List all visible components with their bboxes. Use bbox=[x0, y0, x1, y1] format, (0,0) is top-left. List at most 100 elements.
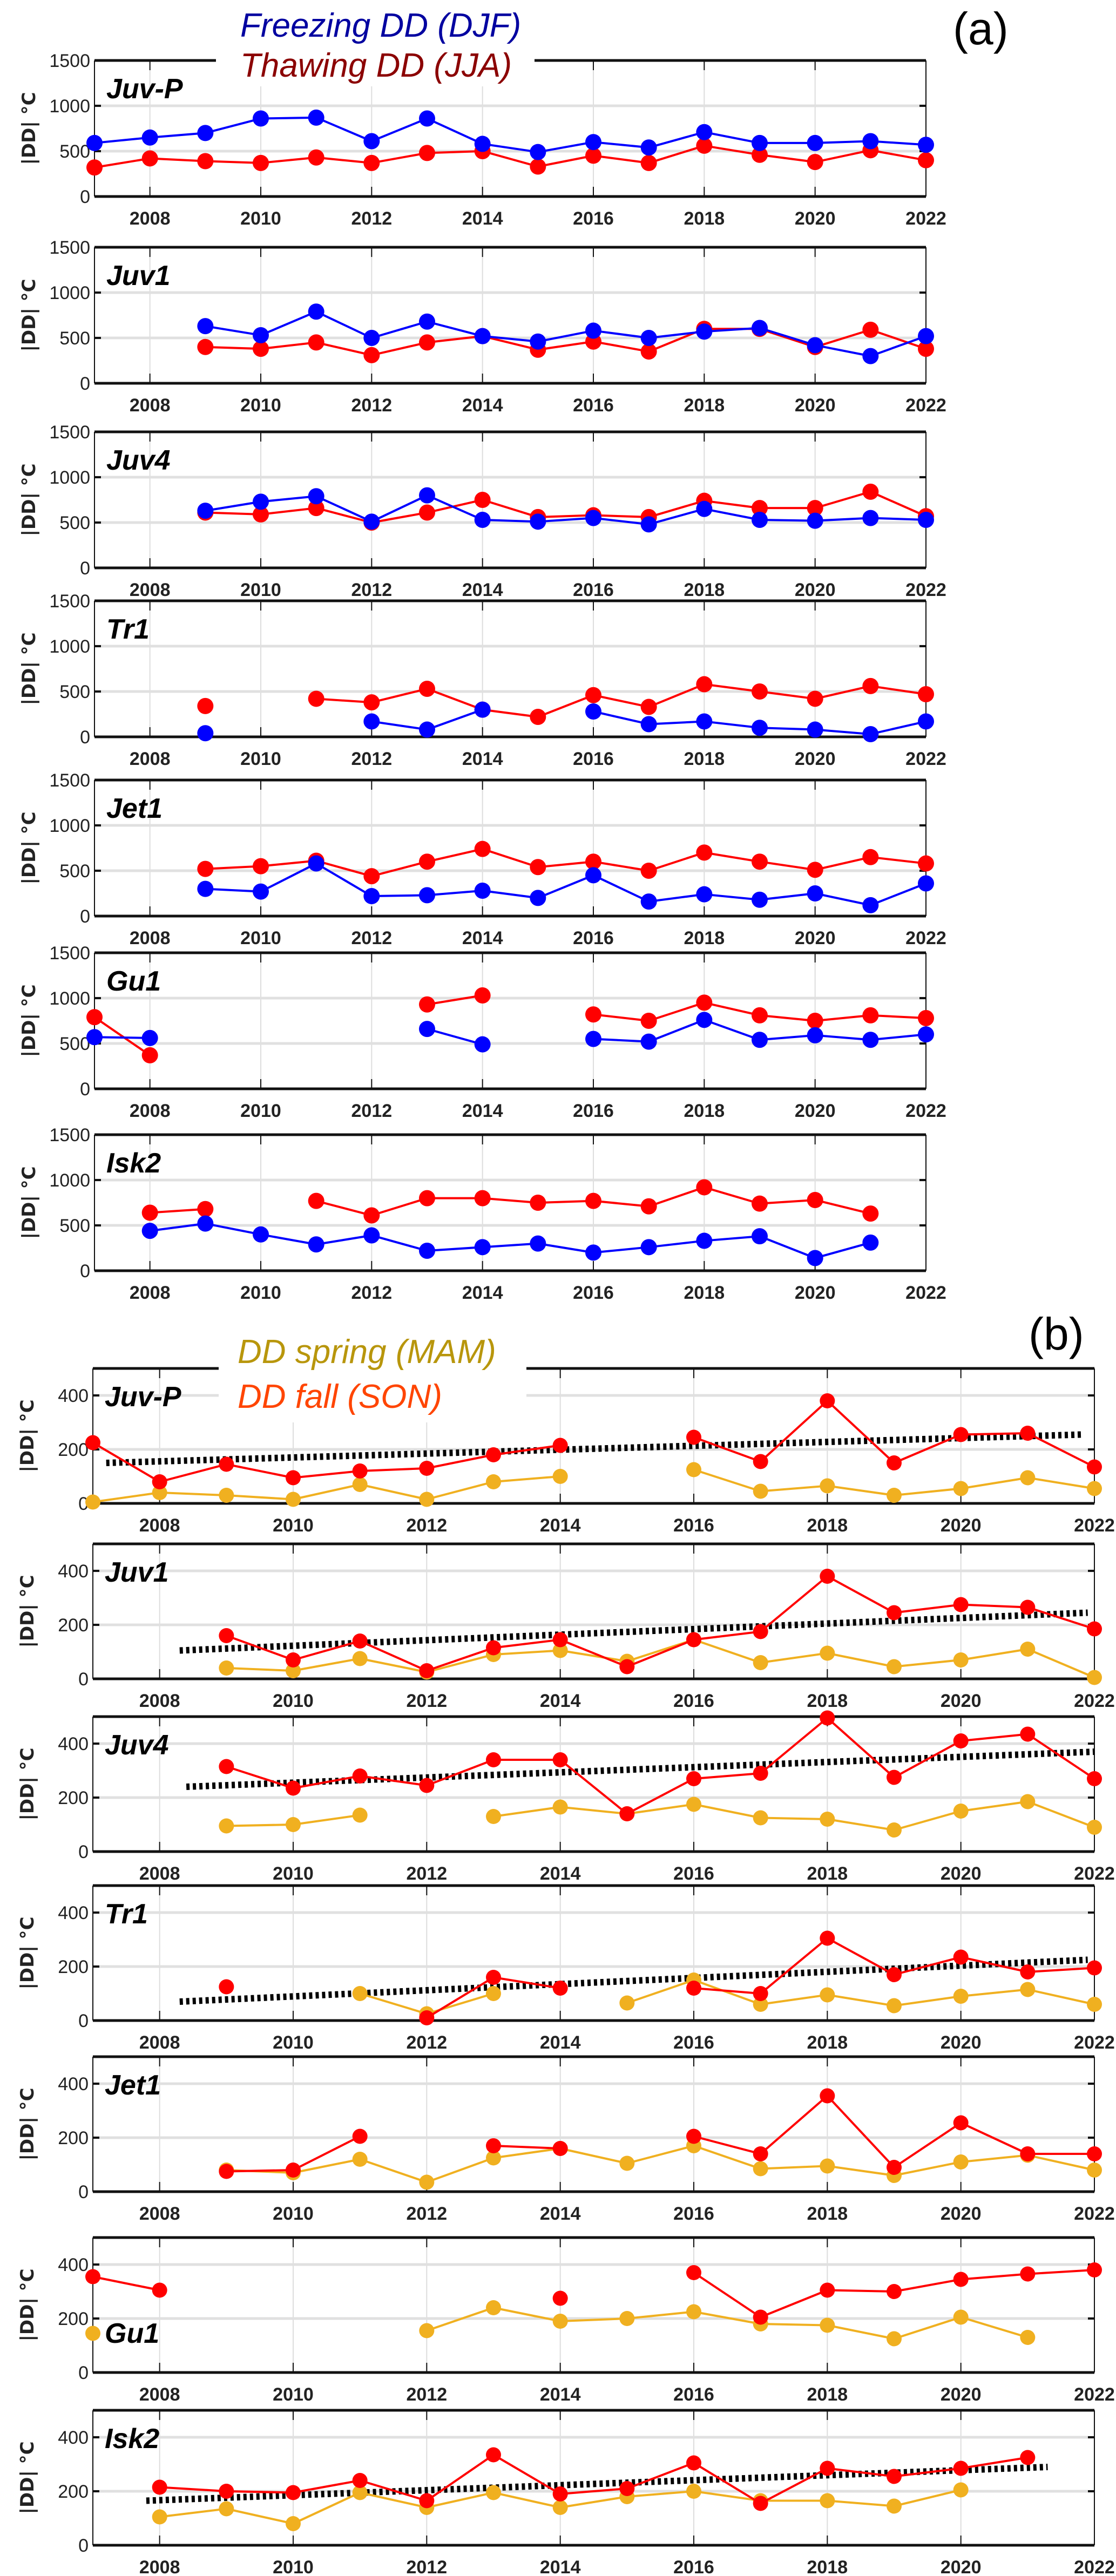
fall-point bbox=[953, 1733, 969, 1748]
spring-segment bbox=[360, 2491, 427, 2509]
x-tick-label: 2018 bbox=[684, 1283, 725, 1303]
spring-segment bbox=[426, 2491, 494, 2509]
freezing-point bbox=[752, 1228, 768, 1245]
thawing-point bbox=[253, 858, 269, 875]
freezing-segment bbox=[704, 131, 760, 144]
x-tick-label: 2012 bbox=[407, 2557, 448, 2576]
fall-segment bbox=[626, 1778, 694, 1815]
freezing-point bbox=[585, 510, 601, 526]
fall-point bbox=[820, 2088, 835, 2104]
y-axis-label: |DD| °C bbox=[17, 2087, 38, 2160]
freezing-point bbox=[918, 875, 934, 892]
freezing-point bbox=[807, 337, 823, 354]
freezing-segment bbox=[870, 335, 926, 357]
subplot-gu1: 2008 2010 2012 2014 2016 2018 2020 2022 0 200 400 |… bbox=[17, 2236, 1115, 2405]
x-tick-label: 2016 bbox=[573, 580, 614, 600]
spring-segment bbox=[1027, 1476, 1095, 1490]
subplot-juv1: 2008 2010 2012 2014 2016 2018 2020 2022 0 200 400 |… bbox=[17, 1542, 1115, 1711]
freezing-point bbox=[752, 891, 768, 908]
fall-point bbox=[552, 1752, 568, 1767]
x-tick-label: 2022 bbox=[1074, 2384, 1115, 2405]
spring-segment bbox=[426, 1653, 494, 1673]
spring-point bbox=[486, 1986, 501, 2001]
freezing-segment bbox=[315, 862, 373, 897]
freezing-point bbox=[585, 322, 601, 339]
x-tick-label: 2016 bbox=[573, 395, 614, 416]
fall-point bbox=[1087, 1960, 1102, 1976]
freezing-point bbox=[363, 330, 380, 346]
freezing-segment bbox=[482, 1242, 538, 1249]
fall-point bbox=[753, 2146, 768, 2161]
thawing-segment bbox=[593, 340, 650, 353]
fall-point bbox=[1020, 1964, 1036, 1980]
fall-segment bbox=[961, 2456, 1028, 2470]
thawing-segment bbox=[482, 1197, 538, 1204]
spring-point bbox=[1020, 1470, 1036, 1486]
freezing-point bbox=[197, 503, 214, 519]
spring-segment bbox=[560, 2317, 627, 2322]
fall-segment bbox=[626, 1638, 694, 1668]
spring-point bbox=[820, 1812, 835, 1827]
fall-segment bbox=[826, 1400, 895, 1464]
thawing-point bbox=[474, 840, 491, 857]
y-tick-label: 400 bbox=[58, 1903, 89, 1923]
fall-point bbox=[887, 2160, 902, 2175]
spring-point bbox=[820, 1478, 835, 1494]
x-tick-label: 2010 bbox=[240, 749, 281, 769]
x-tick-label: 2014 bbox=[540, 2384, 581, 2405]
spring-segment bbox=[226, 1667, 294, 1672]
fall-point bbox=[352, 2473, 368, 2488]
y-tick-label: 1500 bbox=[49, 51, 90, 71]
y-axis-label: |DD| °C bbox=[18, 279, 40, 351]
freezing-point bbox=[530, 333, 546, 350]
fall-point bbox=[1020, 1726, 1036, 1742]
thawing-segment bbox=[482, 150, 538, 168]
x-tick-label: 2018 bbox=[684, 580, 725, 600]
x-tick-label: 2014 bbox=[540, 2557, 581, 2576]
fall-segment bbox=[159, 2486, 227, 2492]
freezing-segment bbox=[704, 1019, 760, 1041]
freezing-point bbox=[197, 1215, 214, 1232]
site-label: Juv1 bbox=[105, 1557, 169, 1588]
thawing-point bbox=[253, 506, 269, 523]
freezing-segment bbox=[593, 329, 649, 339]
spring-point bbox=[953, 1804, 969, 1819]
thawing-segment bbox=[316, 156, 372, 164]
fall-point bbox=[1087, 1459, 1102, 1475]
freezing-segment bbox=[815, 1241, 871, 1259]
spring-point bbox=[352, 1477, 368, 1492]
fall-point bbox=[152, 2479, 167, 2495]
fall-point bbox=[152, 2282, 167, 2298]
spring-point bbox=[286, 2516, 301, 2531]
x-tick-label: 2022 bbox=[1074, 1515, 1115, 1536]
freezing-segment bbox=[427, 494, 483, 521]
y-tick-label: 0 bbox=[80, 374, 90, 394]
thawing-point bbox=[752, 1007, 768, 1023]
fall-point bbox=[686, 1632, 701, 1648]
thawing-segment bbox=[648, 499, 705, 518]
spring-segment bbox=[226, 2507, 294, 2525]
x-tick-label: 2010 bbox=[273, 1863, 314, 1884]
thawing-segment bbox=[482, 708, 538, 718]
x-tick-label: 2020 bbox=[941, 2204, 982, 2224]
thawing-point bbox=[807, 1013, 823, 1029]
spring-point bbox=[419, 1492, 435, 1507]
spring-segment bbox=[493, 2147, 560, 2159]
thawing-segment bbox=[205, 511, 261, 516]
thawing-point bbox=[862, 849, 879, 865]
thawing-point bbox=[308, 1192, 324, 1209]
thawing-point bbox=[308, 690, 324, 707]
fall-segment bbox=[560, 2487, 627, 2495]
fall-segment bbox=[961, 1733, 1028, 1742]
fall-segment bbox=[226, 2169, 294, 2173]
x-tick-label: 2016 bbox=[673, 2204, 714, 2224]
thawing-point bbox=[862, 321, 879, 338]
spring-point bbox=[1087, 2163, 1102, 2178]
x-tick-label: 2016 bbox=[573, 1283, 614, 1303]
freezing-point bbox=[419, 1021, 435, 1038]
x-tick-label: 2010 bbox=[240, 1283, 281, 1303]
y-axis-label: |DD| °C bbox=[17, 1399, 38, 1472]
freezing-segment bbox=[482, 335, 538, 343]
spring-point bbox=[820, 2317, 835, 2333]
fall-point bbox=[953, 2115, 969, 2131]
